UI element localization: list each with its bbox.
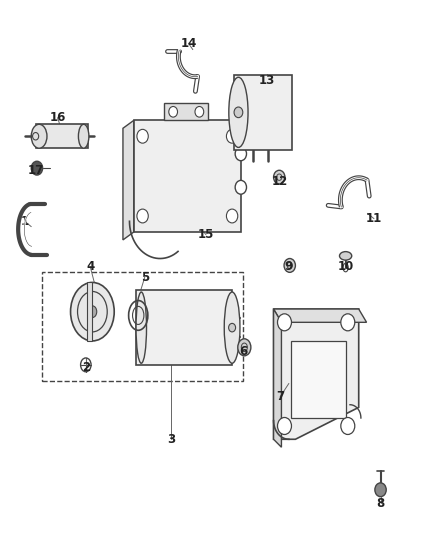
Text: 14: 14 bbox=[180, 37, 197, 50]
Bar bbox=[87, 282, 92, 341]
Ellipse shape bbox=[88, 306, 97, 318]
Text: 8: 8 bbox=[376, 497, 385, 510]
Text: 15: 15 bbox=[198, 228, 214, 241]
Text: 10: 10 bbox=[338, 260, 354, 273]
Ellipse shape bbox=[235, 180, 247, 194]
Text: 6: 6 bbox=[239, 345, 247, 358]
Ellipse shape bbox=[226, 130, 238, 143]
Ellipse shape bbox=[195, 107, 204, 117]
Ellipse shape bbox=[284, 259, 295, 272]
Ellipse shape bbox=[224, 292, 240, 364]
Bar bbox=[35, 124, 88, 148]
Text: 13: 13 bbox=[259, 74, 275, 87]
Ellipse shape bbox=[78, 124, 89, 148]
Ellipse shape bbox=[375, 483, 386, 497]
Ellipse shape bbox=[278, 314, 291, 331]
Bar bbox=[291, 341, 346, 418]
Ellipse shape bbox=[339, 252, 352, 260]
Text: 9: 9 bbox=[285, 260, 293, 273]
Text: 2: 2 bbox=[82, 361, 90, 374]
Text: 5: 5 bbox=[141, 271, 149, 284]
Polygon shape bbox=[274, 309, 367, 322]
Ellipse shape bbox=[341, 314, 355, 331]
Text: 4: 4 bbox=[86, 260, 94, 273]
Ellipse shape bbox=[31, 161, 42, 175]
Text: 16: 16 bbox=[49, 111, 66, 124]
Bar bbox=[164, 103, 208, 120]
Text: 1: 1 bbox=[21, 215, 29, 228]
Ellipse shape bbox=[274, 170, 285, 184]
Ellipse shape bbox=[169, 107, 177, 117]
Ellipse shape bbox=[235, 147, 247, 161]
Ellipse shape bbox=[229, 324, 236, 332]
Text: 7: 7 bbox=[276, 390, 284, 403]
Ellipse shape bbox=[137, 130, 148, 143]
Polygon shape bbox=[123, 120, 134, 240]
Polygon shape bbox=[274, 309, 359, 439]
Text: 17: 17 bbox=[28, 164, 44, 177]
Bar bbox=[134, 120, 241, 232]
Text: 3: 3 bbox=[167, 433, 175, 446]
Text: 11: 11 bbox=[366, 212, 382, 225]
Ellipse shape bbox=[238, 339, 251, 356]
Bar bbox=[234, 75, 292, 150]
Ellipse shape bbox=[226, 209, 238, 223]
Ellipse shape bbox=[278, 417, 291, 434]
Ellipse shape bbox=[234, 107, 243, 118]
Text: 12: 12 bbox=[272, 175, 288, 188]
Ellipse shape bbox=[136, 292, 147, 364]
Polygon shape bbox=[274, 309, 282, 447]
Ellipse shape bbox=[71, 282, 114, 341]
Ellipse shape bbox=[31, 124, 47, 148]
Ellipse shape bbox=[229, 77, 248, 148]
Bar bbox=[136, 290, 232, 365]
Ellipse shape bbox=[341, 417, 355, 434]
Ellipse shape bbox=[137, 209, 148, 223]
